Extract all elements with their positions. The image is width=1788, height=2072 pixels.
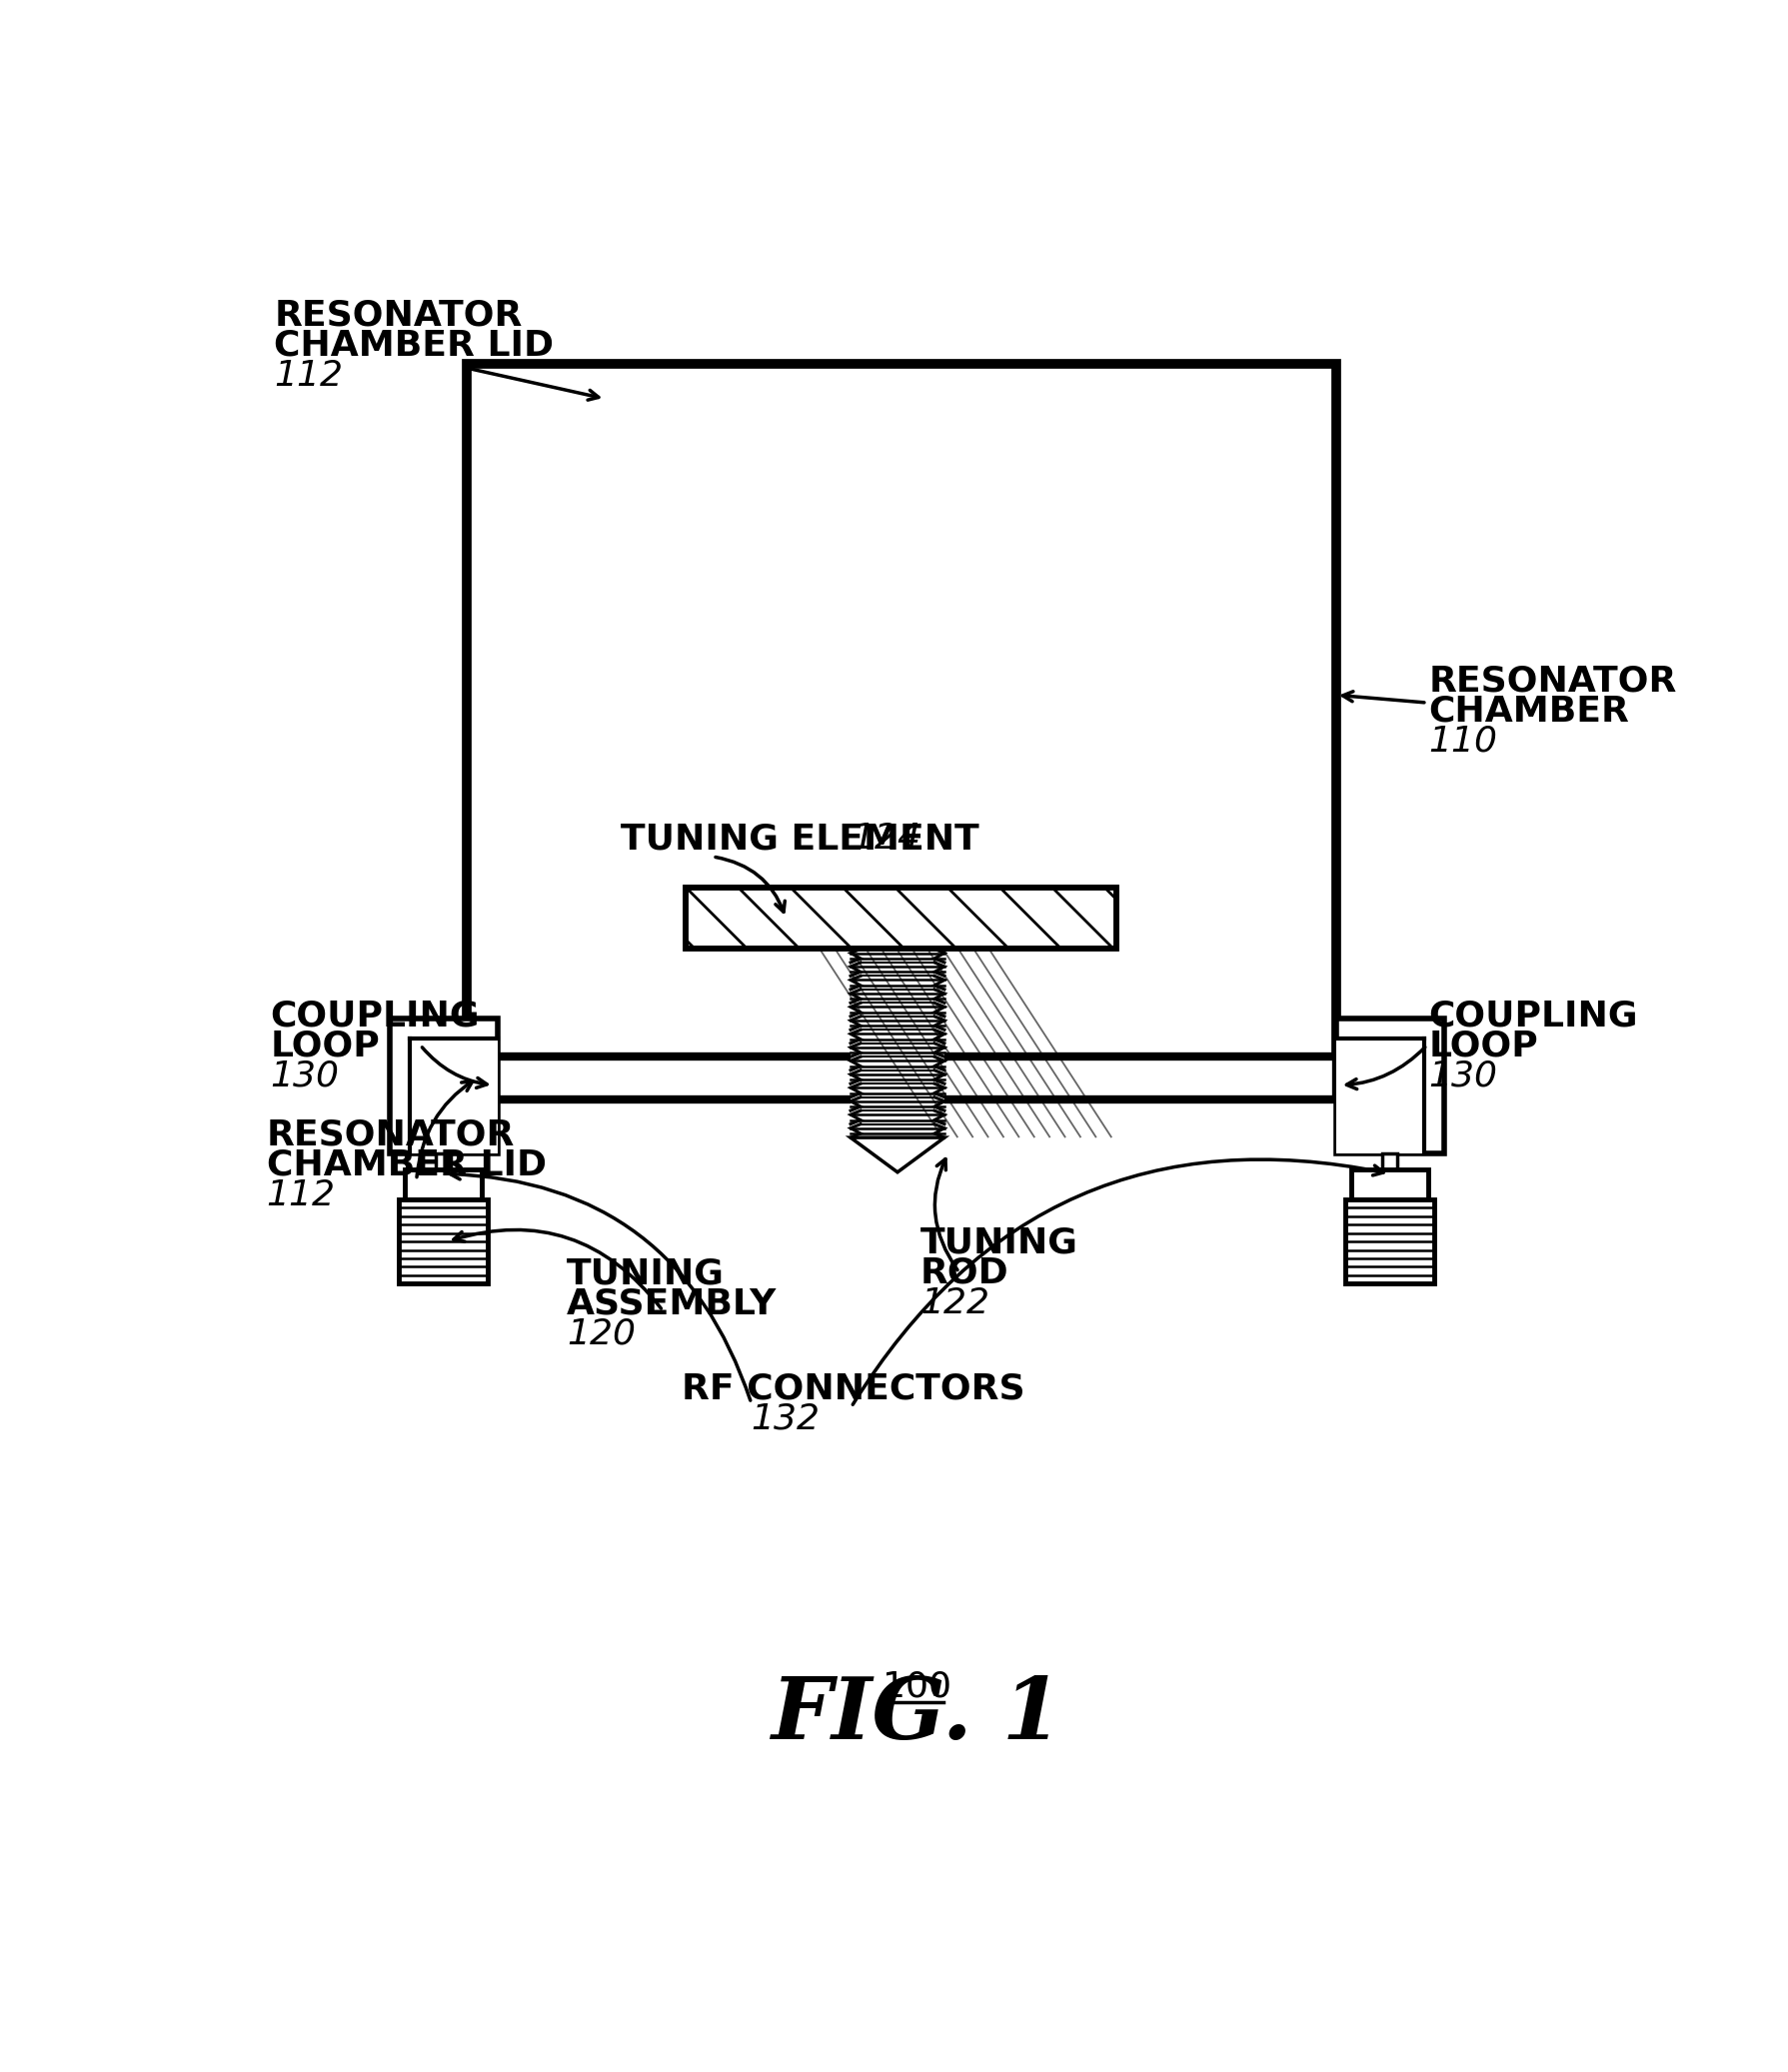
Bar — [1345, 1200, 1434, 1285]
Text: RESONATOR: RESONATOR — [1429, 665, 1677, 698]
Text: TUNING: TUNING — [567, 1258, 724, 1291]
Bar — [851, 949, 944, 1138]
Polygon shape — [851, 1138, 944, 1173]
Text: RESONATOR: RESONATOR — [274, 298, 522, 334]
Bar — [687, 887, 1118, 949]
Text: TUNING ELEMENT: TUNING ELEMENT — [620, 823, 992, 856]
Bar — [436, 1152, 451, 1171]
Text: 100: 100 — [881, 1670, 951, 1703]
Text: CHAMBER LID: CHAMBER LID — [274, 329, 554, 363]
Text: COUPLING: COUPLING — [270, 999, 479, 1034]
Text: 110: 110 — [1429, 725, 1498, 758]
Text: CHAMBER LID: CHAMBER LID — [266, 1148, 547, 1183]
Bar — [399, 1200, 488, 1285]
Bar — [409, 1038, 497, 1152]
Text: 112: 112 — [274, 358, 343, 394]
Text: LOOP: LOOP — [1429, 1030, 1538, 1063]
Bar — [1352, 1171, 1429, 1200]
Text: 132: 132 — [751, 1403, 821, 1436]
Bar — [404, 1171, 483, 1200]
Text: RF CONNECTORS: RF CONNECTORS — [681, 1372, 1026, 1407]
Text: 130: 130 — [1429, 1059, 1498, 1094]
Bar — [467, 365, 1336, 1096]
Text: 112: 112 — [266, 1179, 336, 1212]
Text: 120: 120 — [567, 1318, 635, 1351]
Text: RESONATOR: RESONATOR — [266, 1119, 515, 1152]
Text: 124: 124 — [851, 823, 921, 856]
Bar — [1336, 1038, 1423, 1152]
Text: LOOP: LOOP — [270, 1030, 381, 1063]
Text: 122: 122 — [921, 1287, 989, 1320]
Bar — [467, 1057, 1336, 1098]
Text: TUNING: TUNING — [921, 1227, 1078, 1260]
Bar — [1336, 1017, 1445, 1152]
Text: FIG. 1: FIG. 1 — [771, 1674, 1062, 1757]
Text: CHAMBER: CHAMBER — [1429, 694, 1629, 727]
Bar — [851, 949, 944, 1138]
Text: ROD: ROD — [921, 1256, 1008, 1291]
Text: COUPLING: COUPLING — [1429, 999, 1638, 1034]
Text: 130: 130 — [270, 1059, 340, 1094]
Text: ASSEMBLY: ASSEMBLY — [567, 1287, 776, 1320]
Bar — [1382, 1152, 1398, 1171]
Bar — [687, 887, 1118, 949]
Bar — [390, 1017, 497, 1152]
